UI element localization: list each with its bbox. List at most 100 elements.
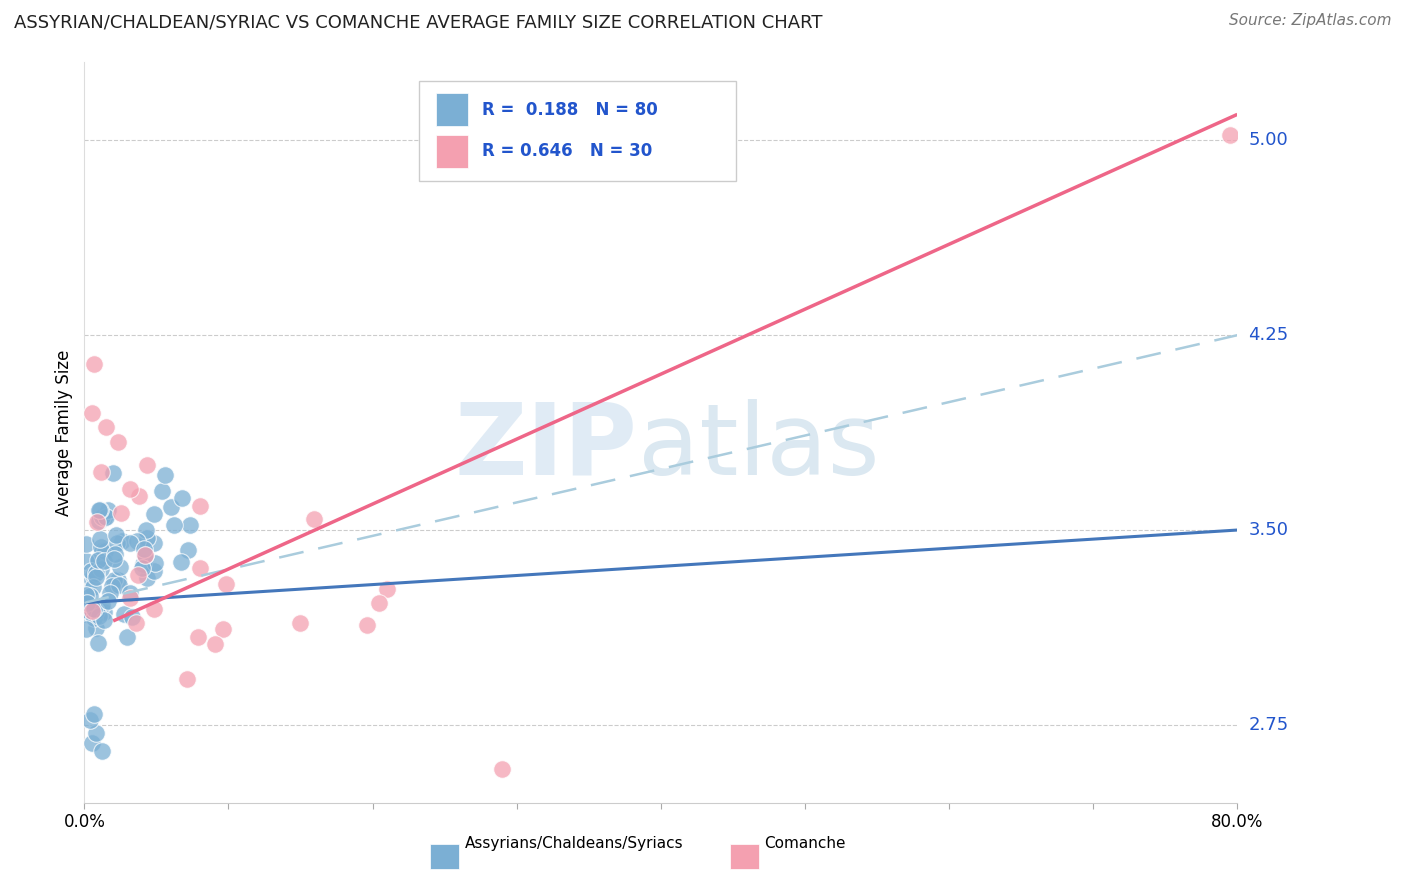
Point (107, 573, 129, 587)
Point (75, 537, 97, 551)
Point (93, 605, 115, 619)
Text: ASSYRIAN/CHALDEAN/SYRIAC VS COMANCHE AVERAGE FAMILY SIZE CORRELATION CHART: ASSYRIAN/CHALDEAN/SYRIAC VS COMANCHE AVE… (14, 13, 823, 31)
Point (163, 518, 186, 533)
Point (136, 458, 159, 472)
Point (177, 543, 200, 558)
Point (302, 512, 325, 526)
Point (188, 561, 211, 575)
Point (135, 531, 157, 545)
Point (125, 615, 148, 630)
Point (108, 578, 131, 592)
Point (86, 515, 108, 529)
Point (84, 725, 107, 739)
Point (93, 613, 115, 627)
Point (188, 499, 211, 513)
Point (83, 601, 105, 615)
Point (211, 622, 233, 636)
Text: Assyrians/Chaldeans/Syriacs: Assyrians/Chaldeans/Syriacs (465, 836, 683, 851)
Text: atlas: atlas (638, 399, 879, 496)
Point (101, 579, 124, 593)
Point (160, 500, 183, 514)
Point (83, 610, 105, 624)
Point (103, 552, 125, 566)
Point (90, 598, 112, 612)
Point (89, 533, 111, 547)
Point (170, 555, 193, 569)
Point (135, 571, 157, 585)
Point (91, 544, 114, 558)
Point (89, 606, 111, 620)
Text: 5.00: 5.00 (1249, 131, 1288, 149)
Text: 3.50: 3.50 (1249, 521, 1288, 539)
Point (86, 570, 108, 584)
Text: ZIP: ZIP (456, 399, 638, 496)
Y-axis label: Average Family Size: Average Family Size (55, 350, 73, 516)
Point (86, 554, 108, 568)
Point (131, 561, 153, 575)
Point (75, 589, 97, 603)
Text: R =  0.188   N = 80: R = 0.188 N = 80 (482, 101, 658, 119)
Point (79, 605, 101, 619)
Point (179, 518, 201, 533)
Point (83, 707, 105, 722)
Point (145, 556, 167, 570)
Point (79, 598, 101, 612)
Point (107, 435, 129, 450)
Point (143, 602, 166, 616)
Bar (436, 135, 468, 168)
Point (288, 615, 311, 630)
Point (84, 566, 107, 580)
Point (89, 503, 111, 517)
Point (79, 590, 101, 604)
Point (77, 595, 100, 609)
Point (76, 597, 98, 611)
Point (90, 561, 112, 575)
Point (75, 622, 97, 636)
Point (82, 568, 104, 582)
Point (377, 582, 399, 597)
Point (80, 736, 103, 750)
Point (101, 466, 124, 480)
Point (153, 468, 176, 483)
Point (110, 507, 132, 521)
Point (90, 465, 112, 479)
Point (90, 744, 112, 758)
Point (105, 536, 128, 550)
Point (120, 482, 142, 496)
Point (89, 514, 111, 528)
Point (87, 553, 110, 567)
Point (80, 406, 103, 420)
Point (187, 630, 209, 644)
Point (105, 527, 128, 541)
Point (93, 554, 115, 568)
Point (84, 604, 107, 618)
Text: Comanche: Comanche (765, 836, 846, 851)
Point (100, 585, 122, 599)
Point (79, 713, 101, 727)
Point (87, 503, 110, 517)
Point (110, 560, 132, 574)
Point (75, 607, 97, 621)
Point (491, 762, 513, 776)
Point (80, 603, 103, 617)
Point (176, 672, 198, 686)
Point (120, 591, 142, 605)
Point (118, 536, 141, 550)
Bar (436, 93, 468, 127)
Point (97, 594, 120, 608)
Point (143, 564, 166, 578)
Point (87, 636, 110, 650)
Point (115, 630, 138, 644)
Point (82, 580, 104, 594)
Point (87, 609, 110, 624)
Point (112, 607, 135, 621)
Point (134, 548, 156, 562)
Point (83, 358, 105, 372)
Point (215, 577, 238, 591)
FancyBboxPatch shape (419, 81, 735, 181)
Point (103, 574, 125, 588)
Point (75, 603, 97, 617)
Point (104, 547, 127, 561)
Point (134, 548, 156, 562)
Point (127, 567, 149, 582)
